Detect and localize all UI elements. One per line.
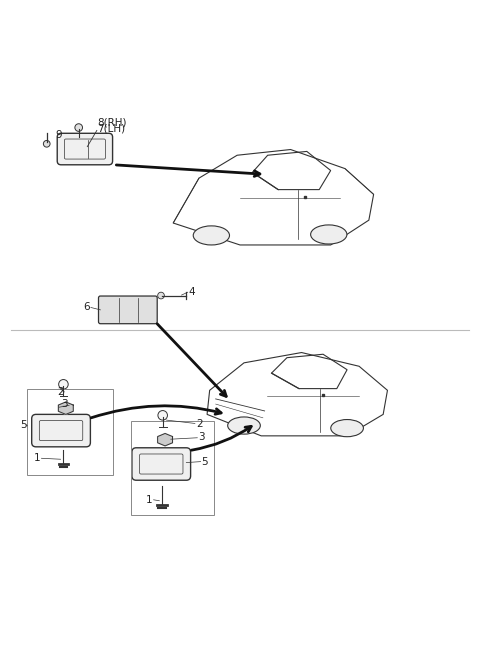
FancyBboxPatch shape: [132, 448, 191, 480]
Text: 8(RH): 8(RH): [97, 117, 126, 127]
FancyBboxPatch shape: [57, 133, 113, 165]
Text: 5: 5: [21, 420, 27, 430]
FancyBboxPatch shape: [32, 415, 90, 447]
Text: 6: 6: [84, 302, 90, 312]
Ellipse shape: [311, 225, 347, 244]
Text: 1: 1: [146, 495, 153, 505]
Text: 2: 2: [57, 388, 63, 398]
Text: 9: 9: [55, 130, 62, 140]
Text: 4: 4: [189, 287, 195, 297]
Circle shape: [59, 380, 68, 389]
Text: 3: 3: [61, 400, 68, 409]
Circle shape: [158, 411, 168, 420]
Text: 5: 5: [202, 457, 208, 466]
Ellipse shape: [331, 420, 363, 437]
Ellipse shape: [193, 226, 229, 245]
Polygon shape: [59, 402, 73, 415]
Polygon shape: [157, 434, 172, 446]
Text: 7(LH): 7(LH): [97, 123, 125, 133]
Text: 3: 3: [198, 432, 205, 441]
Ellipse shape: [228, 417, 260, 434]
Text: 1: 1: [34, 453, 40, 463]
Bar: [132, 420, 214, 515]
Circle shape: [157, 292, 164, 299]
Text: 2: 2: [196, 419, 203, 429]
Circle shape: [75, 124, 83, 131]
Bar: [27, 389, 113, 475]
FancyBboxPatch shape: [98, 296, 157, 323]
Circle shape: [43, 140, 50, 147]
